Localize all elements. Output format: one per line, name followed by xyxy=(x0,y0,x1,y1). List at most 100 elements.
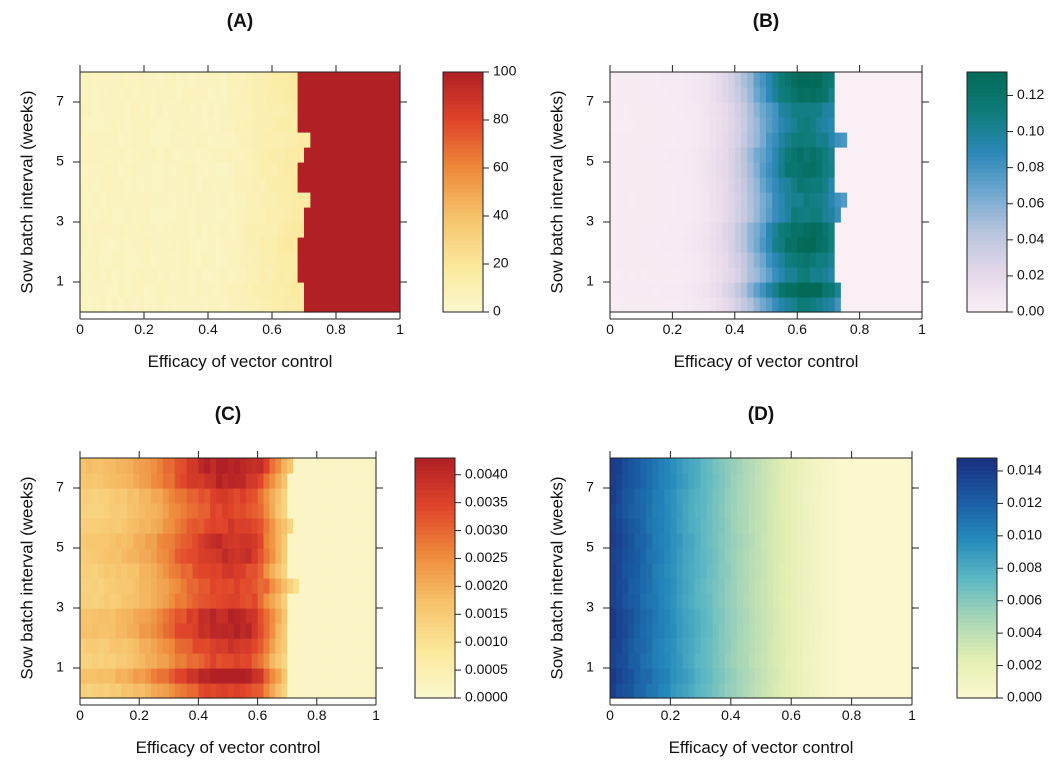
heatmap-cell xyxy=(875,458,883,474)
heatmap-cell xyxy=(834,162,842,178)
heatmap-cell xyxy=(767,503,774,519)
heatmap-cell xyxy=(278,192,286,208)
heatmap-cell xyxy=(670,578,678,594)
heatmap-cell xyxy=(822,282,829,298)
heatmap-cell xyxy=(85,623,93,639)
heatmap-cell xyxy=(169,222,177,238)
heatmap-cell xyxy=(628,237,636,253)
heatmap-cell xyxy=(103,683,111,699)
heatmap-cell xyxy=(304,267,311,283)
heatmap-cell xyxy=(278,282,286,298)
heatmap-cell xyxy=(208,207,215,223)
heatmap-cell xyxy=(169,87,177,103)
heatmap-cell xyxy=(304,282,311,298)
heatmap-cell xyxy=(304,638,312,654)
heatmap-cell xyxy=(310,237,318,253)
heatmap-cell xyxy=(797,87,805,103)
heatmap-cell xyxy=(859,252,867,268)
heatmap-cell xyxy=(109,518,117,534)
heatmap-cell xyxy=(228,653,235,669)
heatmap-cell xyxy=(86,147,94,163)
heatmap-cell xyxy=(909,207,917,223)
heatmap-cell xyxy=(246,177,254,193)
heatmap-cell xyxy=(887,608,895,624)
heatmap-cell xyxy=(192,593,199,609)
heatmap-cell xyxy=(915,102,923,118)
heatmap-cell xyxy=(208,282,215,298)
heatmap-cell xyxy=(109,668,117,684)
heatmap-cell xyxy=(672,207,680,223)
heatmap-cell xyxy=(245,518,253,534)
heatmap-cell xyxy=(284,162,292,178)
heatmap-cell xyxy=(227,252,235,268)
heatmap-cell xyxy=(897,282,904,298)
colorbar-swatch xyxy=(957,562,997,567)
heatmap-cell xyxy=(863,473,871,489)
heatmap-cell xyxy=(252,117,260,133)
heatmap-cell xyxy=(272,87,279,103)
heatmap-cell xyxy=(666,267,673,283)
heatmap-cell xyxy=(784,192,792,208)
heatmap-cell xyxy=(368,267,375,283)
heatmap-cell xyxy=(881,518,889,534)
heatmap-cell xyxy=(342,192,350,208)
colorbar-swatch xyxy=(967,284,1007,289)
colorbar-swatch xyxy=(443,308,483,313)
heatmap-cell xyxy=(664,458,671,474)
heatmap-cell xyxy=(263,683,271,699)
heatmap-cell xyxy=(754,458,762,474)
heatmap-cell xyxy=(779,608,786,624)
colorbar-swatch xyxy=(415,678,455,683)
colorbar-swatch xyxy=(957,558,997,563)
colorbar-swatch xyxy=(957,662,997,667)
heatmap-cell xyxy=(137,267,145,283)
heatmap-cell xyxy=(346,563,353,579)
heatmap-cell xyxy=(909,87,917,103)
heatmap-cell xyxy=(346,593,353,609)
heatmap-cell xyxy=(287,518,294,534)
heatmap-cell xyxy=(257,473,265,489)
heatmap-cell xyxy=(251,458,259,474)
heatmap-cell xyxy=(80,267,87,283)
heatmap-cell xyxy=(124,117,132,133)
colorbar-swatch xyxy=(957,482,997,487)
heatmap-cell xyxy=(672,147,680,163)
heatmap-cell xyxy=(622,548,629,564)
heatmap-cell xyxy=(259,192,267,208)
heatmap-cell xyxy=(310,222,318,238)
heatmap-cell xyxy=(210,518,217,534)
heatmap-cell xyxy=(227,87,235,103)
heatmap-cell xyxy=(361,162,369,178)
heatmap-cell xyxy=(259,252,267,268)
heatmap-cell xyxy=(754,608,762,624)
heatmap-cell xyxy=(641,252,649,268)
heatmap-cell xyxy=(784,72,792,88)
heatmap-cell xyxy=(670,653,678,669)
heatmap-cell xyxy=(272,267,279,283)
heatmap-cell xyxy=(890,267,898,283)
heatmap-cell xyxy=(263,593,271,609)
heatmap-cell xyxy=(387,237,395,253)
heatmap-cell xyxy=(304,117,311,133)
heatmap-cell xyxy=(785,623,792,639)
heatmap-cell xyxy=(684,177,692,193)
heatmap-cell xyxy=(269,668,276,684)
heatmap-cell xyxy=(374,282,382,298)
heatmap-cell xyxy=(610,548,617,564)
heatmap-cell xyxy=(109,533,117,549)
heatmap-cell xyxy=(121,683,128,699)
heatmap-cell xyxy=(915,177,923,193)
heatmap-cell xyxy=(240,192,247,208)
heatmap-cell xyxy=(233,458,241,474)
heatmap-cell xyxy=(272,252,279,268)
heatmap-cell xyxy=(233,177,241,193)
heatmap-cell xyxy=(748,563,756,579)
heatmap-cell xyxy=(368,72,375,88)
heatmap-cell xyxy=(293,668,300,684)
heatmap-cell xyxy=(881,638,889,654)
heatmap-cell xyxy=(682,548,690,564)
heatmap-cell xyxy=(252,267,260,283)
x-tick-label: 0 xyxy=(606,321,614,337)
heatmap-cell xyxy=(99,162,107,178)
heatmap-cell xyxy=(815,653,822,669)
